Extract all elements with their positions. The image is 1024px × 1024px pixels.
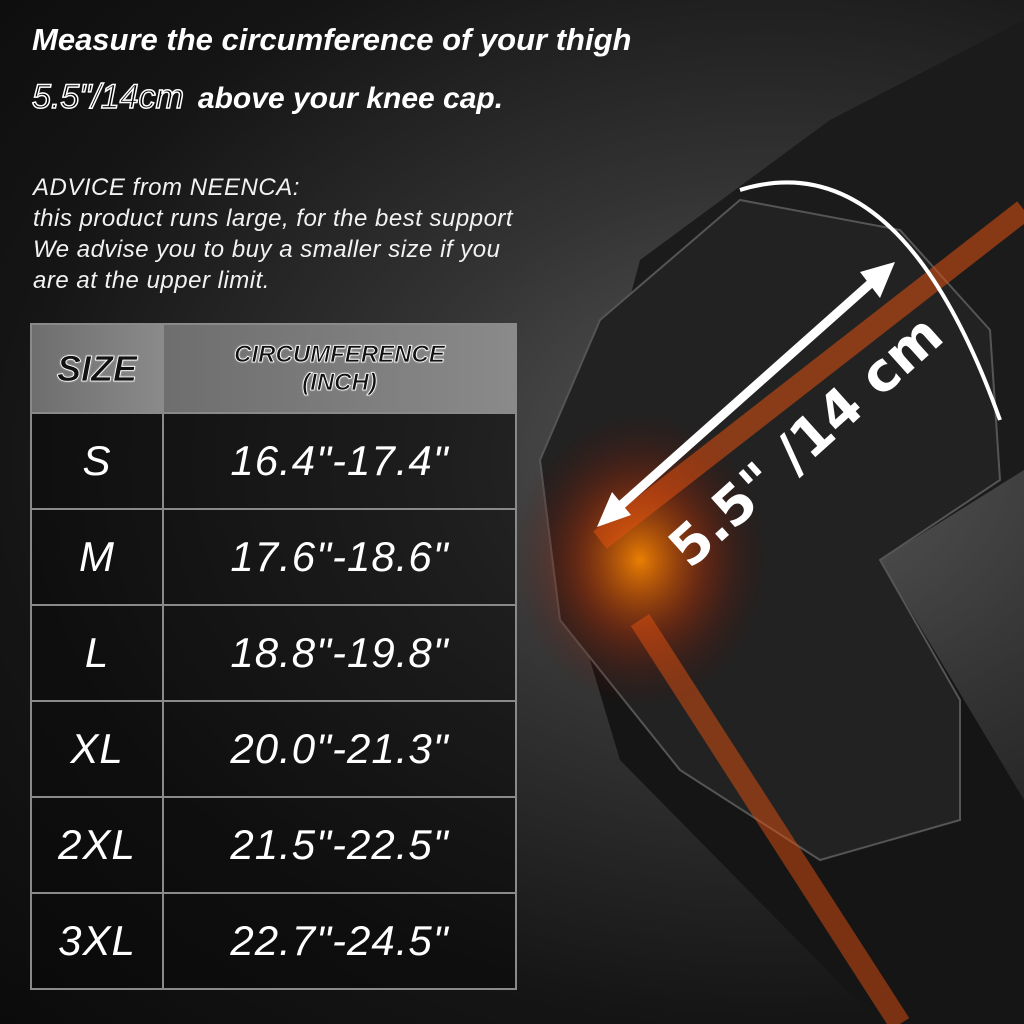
table-row: S 16.4"-17.4" — [30, 412, 517, 510]
measure-arrow — [607, 271, 883, 519]
heading-line-1: Measure the circumference of your thigh — [32, 22, 632, 57]
table-row: L 18.8"-19.8" — [30, 604, 517, 702]
range-cell: 18.8"-19.8" — [162, 604, 517, 702]
advice-text: ADVICE from NEENCA: this product runs la… — [33, 172, 513, 296]
header-circumference-label: CIRCUMFERENCE — [234, 340, 445, 368]
size-cell: 2XL — [30, 796, 164, 894]
table-row: M 17.6"-18.6" — [30, 508, 517, 606]
heading-line-2: 5.5"/14cm above your knee cap. — [31, 77, 504, 117]
size-cell: S — [30, 412, 164, 510]
knee-glow — [510, 410, 770, 710]
table-row: 3XL 22.7"-24.5" — [30, 892, 517, 990]
arrow-head-bottom — [597, 492, 631, 527]
advice-line: this product runs large, for the best su… — [33, 205, 514, 232]
size-cell: M — [30, 508, 164, 606]
range-cell: 20.0"-21.3" — [162, 700, 517, 798]
range-cell: 22.7"-24.5" — [162, 892, 517, 990]
header-size: SIZE — [30, 323, 164, 414]
measure-value: 5.5"/14cm — [31, 77, 184, 117]
size-cell: L — [30, 604, 164, 702]
arrow-head-top — [860, 262, 895, 298]
advice-line: are at the upper limit. — [33, 267, 270, 294]
table-row: 2XL 21.5"-22.5" — [30, 796, 517, 894]
range-cell: 21.5"-22.5" — [162, 796, 517, 894]
bone-tibia — [630, 614, 910, 1024]
heading-line-2-text: above your knee cap. — [197, 82, 504, 115]
table-row: XL 20.0"-21.3" — [30, 700, 517, 798]
size-cell: XL — [30, 700, 164, 798]
bone-femur — [593, 201, 1024, 549]
range-cell: 16.4"-17.4" — [162, 412, 517, 510]
table-header: SIZE CIRCUMFERENCE (INCH) — [30, 323, 517, 414]
advice-line: We advise you to buy a smaller size if y… — [33, 236, 501, 263]
header-unit: (INCH) — [302, 368, 377, 396]
advice-line: ADVICE from NEENCA: — [33, 174, 300, 201]
size-cell: 3XL — [30, 892, 164, 990]
range-cell: 17.6"-18.6" — [162, 508, 517, 606]
header-circumference: CIRCUMFERENCE (INCH) — [162, 323, 517, 414]
circumference-arc — [739, 180, 1002, 421]
